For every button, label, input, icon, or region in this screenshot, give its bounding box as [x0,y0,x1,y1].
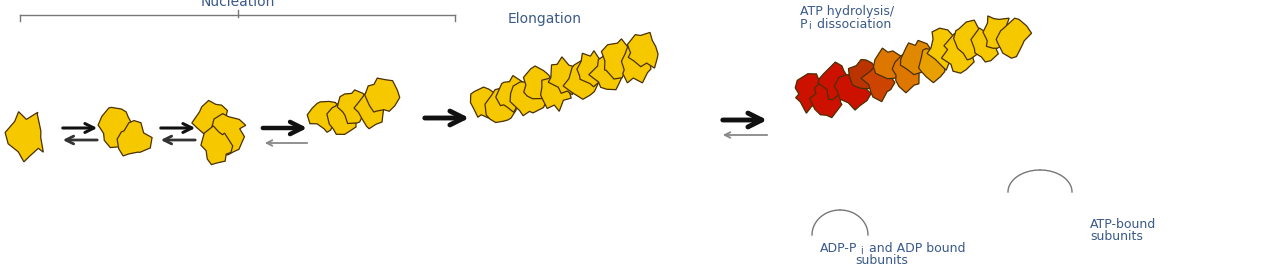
Text: ATP-bound: ATP-bound [1090,218,1157,231]
Polygon shape [470,87,503,118]
Polygon shape [810,81,841,118]
Text: dissociation: dissociation [813,18,891,31]
Polygon shape [117,121,152,156]
Polygon shape [849,59,882,89]
Polygon shape [576,51,607,87]
Polygon shape [523,66,556,101]
Text: i: i [808,21,811,31]
Text: and ADP bound: and ADP bound [865,242,965,255]
Text: subunits: subunits [855,254,908,267]
Polygon shape [602,39,636,79]
Polygon shape [307,101,341,132]
Polygon shape [485,88,517,122]
Text: Nucleation: Nucleation [200,0,275,9]
Polygon shape [862,63,895,102]
Polygon shape [919,45,949,83]
Polygon shape [873,48,903,79]
Polygon shape [589,52,623,90]
Text: i: i [860,246,863,256]
Polygon shape [627,33,658,68]
Polygon shape [327,102,356,134]
Text: subunits: subunits [1090,230,1143,243]
Text: Elongation: Elongation [508,12,582,26]
Polygon shape [996,18,1031,58]
Polygon shape [892,50,919,93]
Polygon shape [621,46,651,83]
Polygon shape [5,112,43,162]
Polygon shape [365,78,399,112]
Polygon shape [563,61,599,99]
Polygon shape [353,92,384,129]
Text: P: P [799,18,807,31]
Polygon shape [541,75,571,111]
Polygon shape [901,40,933,75]
Polygon shape [98,107,133,148]
Polygon shape [818,62,853,100]
Polygon shape [927,28,963,70]
Polygon shape [971,28,1001,62]
Text: ADP-P: ADP-P [820,242,858,255]
Polygon shape [495,76,527,112]
Text: ATP hydrolysis/: ATP hydrolysis/ [799,5,895,18]
Polygon shape [834,70,870,110]
Polygon shape [511,82,546,116]
Polygon shape [201,126,233,165]
Polygon shape [191,100,229,139]
Polygon shape [941,34,976,73]
Polygon shape [954,20,987,60]
Polygon shape [549,57,584,95]
Polygon shape [212,114,246,155]
Polygon shape [983,16,1011,48]
Polygon shape [337,90,369,123]
Polygon shape [796,74,829,113]
